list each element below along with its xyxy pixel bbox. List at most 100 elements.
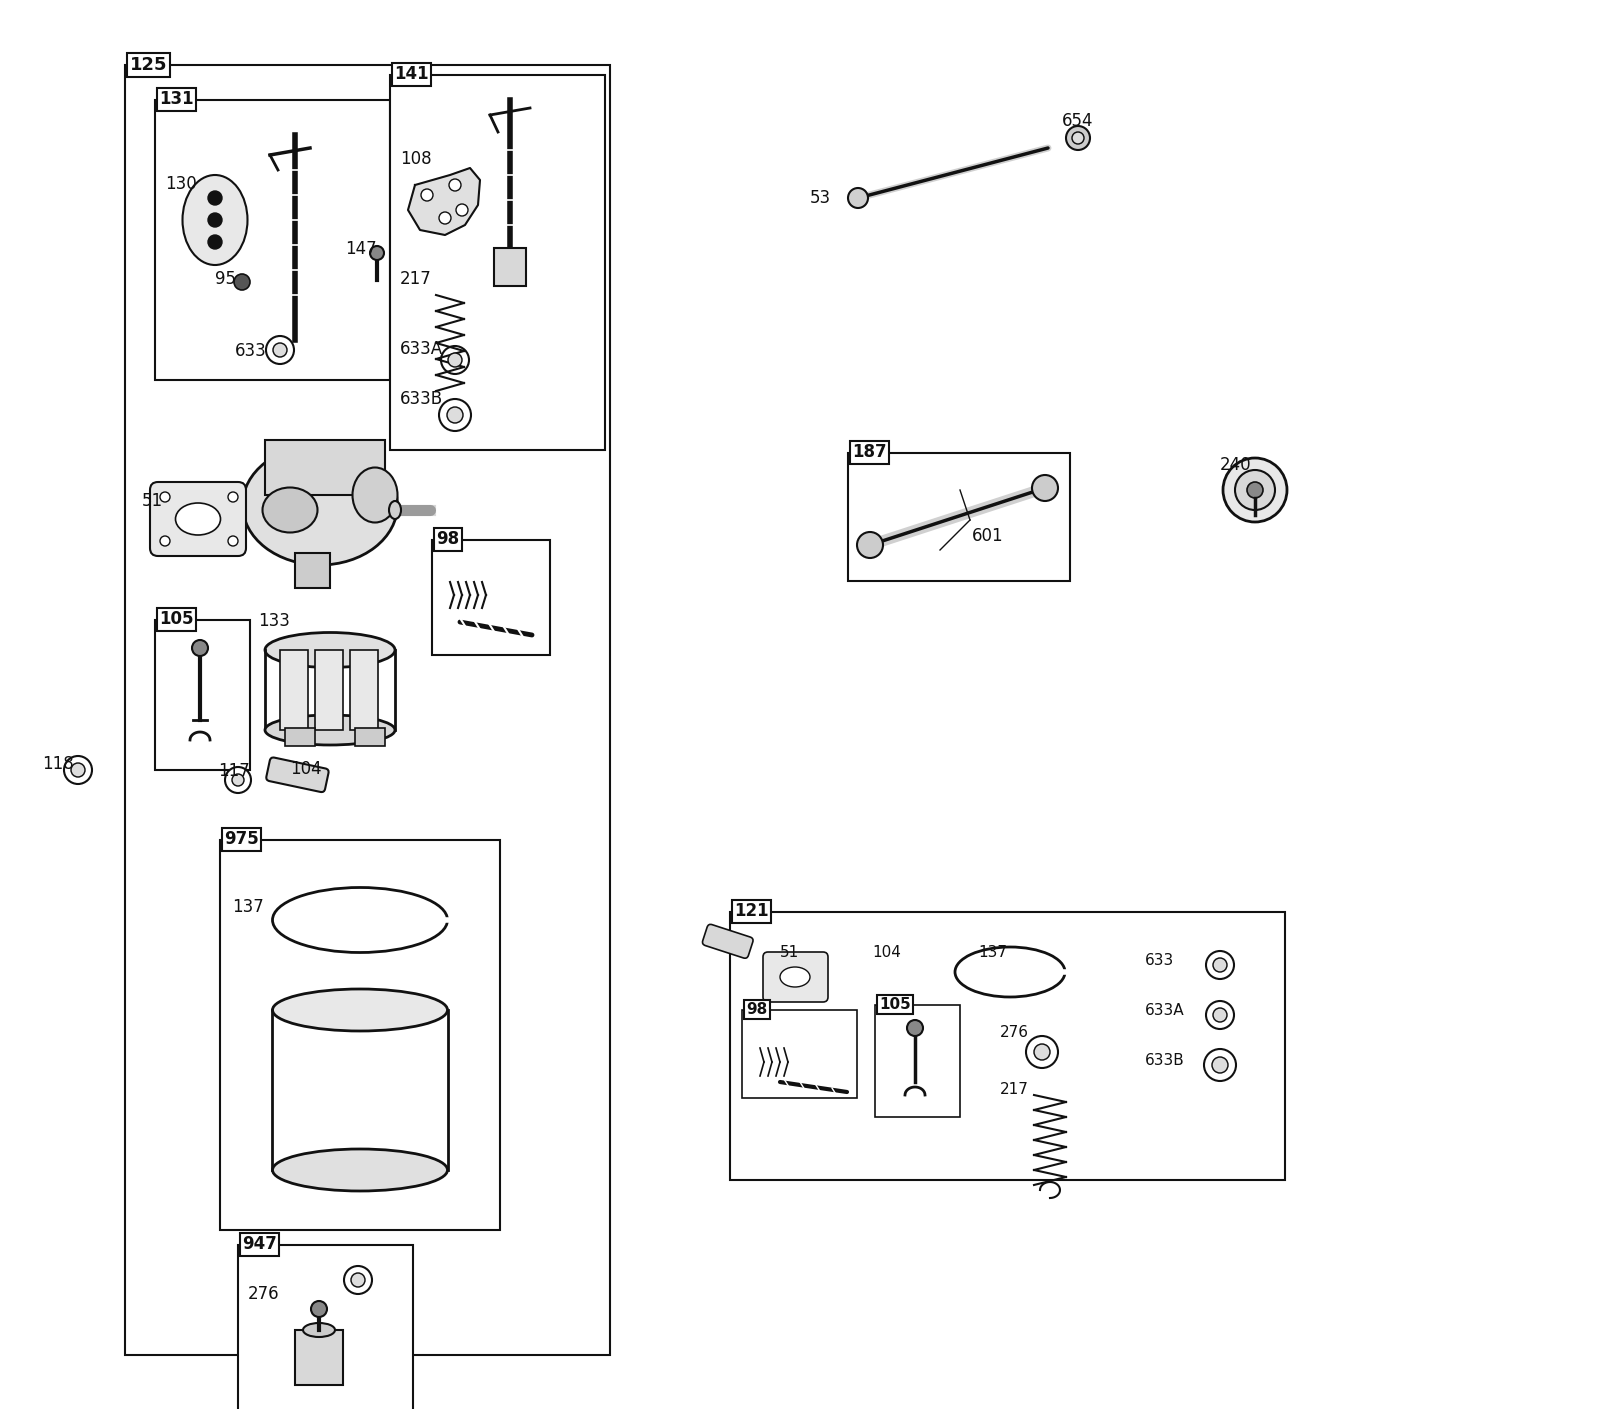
- Text: 105: 105: [878, 998, 910, 1012]
- Text: 633B: 633B: [1146, 1053, 1184, 1068]
- FancyBboxPatch shape: [763, 952, 829, 1002]
- Ellipse shape: [262, 488, 317, 533]
- Circle shape: [229, 492, 238, 502]
- Ellipse shape: [266, 633, 395, 668]
- Circle shape: [229, 535, 238, 547]
- Circle shape: [208, 235, 222, 249]
- Ellipse shape: [389, 502, 402, 519]
- Text: 654: 654: [1062, 111, 1093, 130]
- Ellipse shape: [955, 947, 1066, 998]
- Bar: [432, 540, 550, 655]
- Circle shape: [310, 1301, 326, 1317]
- Circle shape: [858, 533, 883, 558]
- Text: 53: 53: [810, 189, 830, 207]
- Circle shape: [438, 399, 470, 431]
- Circle shape: [1213, 1057, 1229, 1074]
- Bar: [238, 1246, 413, 1409]
- Bar: [266, 440, 386, 495]
- Ellipse shape: [182, 175, 248, 265]
- Text: 141: 141: [394, 65, 429, 83]
- FancyBboxPatch shape: [266, 758, 328, 792]
- Ellipse shape: [266, 714, 395, 745]
- Circle shape: [70, 764, 85, 776]
- Circle shape: [234, 273, 250, 290]
- Bar: [125, 65, 610, 1355]
- Circle shape: [907, 1020, 923, 1036]
- Circle shape: [160, 535, 170, 547]
- Circle shape: [450, 179, 461, 192]
- Text: 130: 130: [165, 175, 197, 193]
- Bar: [875, 1005, 960, 1117]
- Text: 51: 51: [781, 945, 800, 960]
- Circle shape: [266, 335, 294, 364]
- Bar: [350, 650, 378, 730]
- Text: 51: 51: [142, 492, 163, 510]
- Text: 240: 240: [1221, 457, 1251, 473]
- Circle shape: [446, 407, 462, 423]
- Text: 633A: 633A: [1146, 1003, 1184, 1017]
- Ellipse shape: [272, 888, 448, 952]
- Text: 104: 104: [872, 945, 901, 960]
- Ellipse shape: [352, 468, 397, 523]
- Text: 131: 131: [158, 90, 194, 108]
- Bar: [742, 1010, 858, 1098]
- Bar: [155, 620, 250, 769]
- Text: 147: 147: [346, 240, 376, 258]
- Circle shape: [370, 247, 384, 261]
- Bar: [848, 454, 1070, 581]
- Text: 217: 217: [1000, 1082, 1029, 1098]
- Circle shape: [160, 492, 170, 502]
- Text: 601: 601: [973, 527, 1003, 545]
- Ellipse shape: [243, 445, 397, 565]
- Text: 137: 137: [978, 945, 1006, 960]
- Text: 104: 104: [290, 759, 322, 778]
- Text: 975: 975: [224, 830, 259, 848]
- Bar: [315, 650, 342, 730]
- Circle shape: [344, 1267, 371, 1293]
- Text: 105: 105: [158, 610, 194, 628]
- FancyBboxPatch shape: [150, 482, 246, 557]
- Circle shape: [1034, 1044, 1050, 1060]
- Ellipse shape: [272, 1148, 448, 1191]
- Circle shape: [1235, 471, 1275, 510]
- Text: 117: 117: [218, 762, 250, 781]
- Bar: [730, 912, 1285, 1179]
- FancyBboxPatch shape: [702, 924, 754, 958]
- Text: 276: 276: [1000, 1024, 1029, 1040]
- Ellipse shape: [176, 503, 221, 535]
- Circle shape: [1026, 1036, 1058, 1068]
- Bar: [294, 1330, 342, 1385]
- Circle shape: [1066, 125, 1090, 149]
- Text: 133: 133: [258, 612, 290, 630]
- Circle shape: [442, 347, 469, 373]
- Circle shape: [208, 213, 222, 227]
- Circle shape: [1213, 1007, 1227, 1022]
- Circle shape: [1072, 132, 1085, 144]
- Circle shape: [192, 640, 208, 657]
- Text: 108: 108: [400, 149, 432, 168]
- Text: 187: 187: [851, 442, 886, 461]
- Circle shape: [1222, 458, 1286, 521]
- Polygon shape: [408, 168, 480, 235]
- Text: 121: 121: [734, 902, 768, 920]
- Text: 98: 98: [746, 1002, 768, 1017]
- Circle shape: [438, 211, 451, 224]
- Text: 137: 137: [232, 898, 264, 916]
- Circle shape: [848, 187, 867, 209]
- Circle shape: [456, 204, 467, 216]
- Text: 633: 633: [1146, 952, 1174, 968]
- Bar: [280, 650, 307, 730]
- Circle shape: [1246, 482, 1262, 497]
- Bar: [294, 552, 330, 588]
- Bar: [155, 100, 390, 380]
- Text: 118: 118: [42, 755, 74, 774]
- Ellipse shape: [302, 1323, 334, 1337]
- Text: 98: 98: [435, 530, 459, 548]
- Circle shape: [226, 766, 251, 793]
- Text: 276: 276: [248, 1285, 280, 1303]
- Circle shape: [421, 189, 434, 201]
- Circle shape: [1205, 1048, 1235, 1081]
- Text: 217: 217: [400, 271, 432, 287]
- Bar: [390, 75, 605, 449]
- Circle shape: [448, 354, 462, 366]
